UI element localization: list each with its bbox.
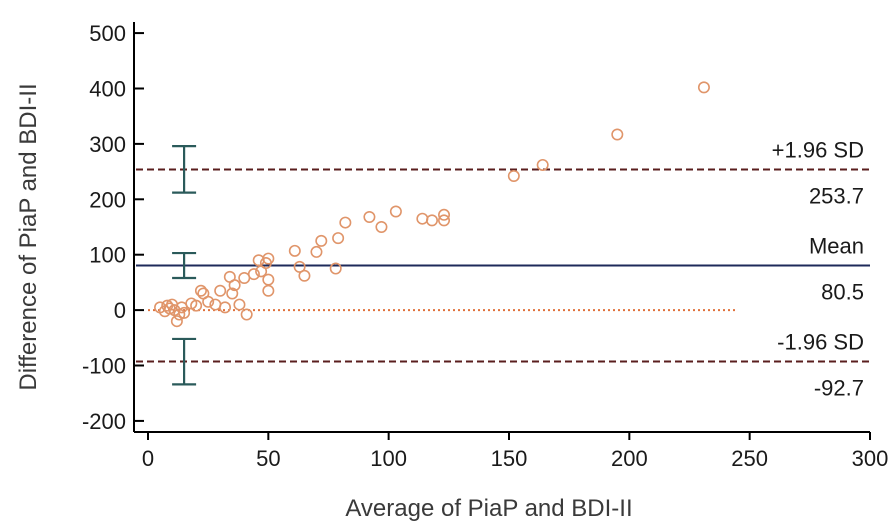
data-point	[438, 208, 451, 221]
y-tick-label: 300	[89, 132, 126, 157]
y-tick-label: 500	[89, 21, 126, 46]
data-point	[240, 308, 253, 321]
data-point	[363, 211, 376, 224]
x-tick-label: 0	[142, 446, 154, 471]
y-tick-label: -200	[82, 409, 126, 434]
data-point	[332, 232, 345, 245]
data-point	[611, 128, 624, 141]
mean-label: Mean	[809, 234, 864, 259]
x-tick-label: 300	[852, 446, 889, 471]
data-point	[315, 234, 328, 247]
y-tick-label: 400	[89, 76, 126, 101]
data-point	[170, 315, 183, 328]
data-point	[310, 245, 323, 258]
confidence-interval-bars	[172, 145, 197, 386]
data-point	[389, 205, 402, 218]
x-axis-ticks: 0 50 100 150 200 250 300	[142, 432, 888, 471]
lower_loa-value: -92.7	[814, 375, 864, 400]
data-point	[416, 212, 429, 225]
data-point	[178, 306, 191, 319]
data-point	[293, 260, 306, 273]
reference-lines	[136, 168, 870, 363]
data-point	[697, 81, 710, 94]
x-axis-title: Average of PiaP and BDI-II	[345, 495, 632, 522]
x-tick-label: 200	[611, 446, 648, 471]
data-point	[219, 301, 232, 314]
x-tick-label: 150	[491, 446, 528, 471]
y-tick-label: 0	[114, 298, 126, 323]
mean-value: 80.5	[821, 280, 864, 305]
y-tick-label: 200	[89, 187, 126, 212]
data-point	[262, 252, 275, 265]
data-point	[425, 214, 438, 227]
data-point	[226, 287, 239, 300]
upper_loa-value: 253.7	[809, 184, 864, 209]
data-point	[536, 158, 549, 171]
axes	[133, 22, 870, 433]
data-point	[233, 298, 246, 311]
data-point	[507, 170, 520, 183]
data-point	[262, 284, 275, 297]
data-point	[288, 244, 301, 257]
data-point	[438, 214, 451, 227]
data-point	[375, 221, 388, 234]
y-axis-ticks: -200 -100 0 100 200 300 400 500	[82, 21, 144, 434]
data-point	[202, 295, 215, 308]
x-tick-label: 250	[731, 446, 768, 471]
data-point	[329, 262, 342, 275]
x-tick-label: 50	[256, 446, 280, 471]
data-point	[214, 284, 227, 297]
y-tick-label: -100	[82, 354, 126, 379]
x-tick-label: 100	[370, 446, 407, 471]
data-point	[228, 279, 241, 292]
reference-line-labels: Mean 80.5 +1.96 SD 253.7 -1.96 SD -92.7	[772, 138, 864, 401]
y-axis-title: Difference of PiaP and BDI-II	[15, 83, 42, 390]
data-point	[194, 284, 207, 297]
y-tick-label: 100	[89, 243, 126, 268]
data-point	[298, 269, 311, 282]
data-point	[262, 273, 275, 286]
data-point	[247, 268, 260, 281]
data-points	[154, 81, 710, 328]
lower_loa-label: -1.96 SD	[777, 329, 864, 354]
upper_loa-label: +1.96 SD	[772, 138, 864, 163]
data-point	[190, 299, 203, 312]
data-point	[339, 216, 352, 229]
